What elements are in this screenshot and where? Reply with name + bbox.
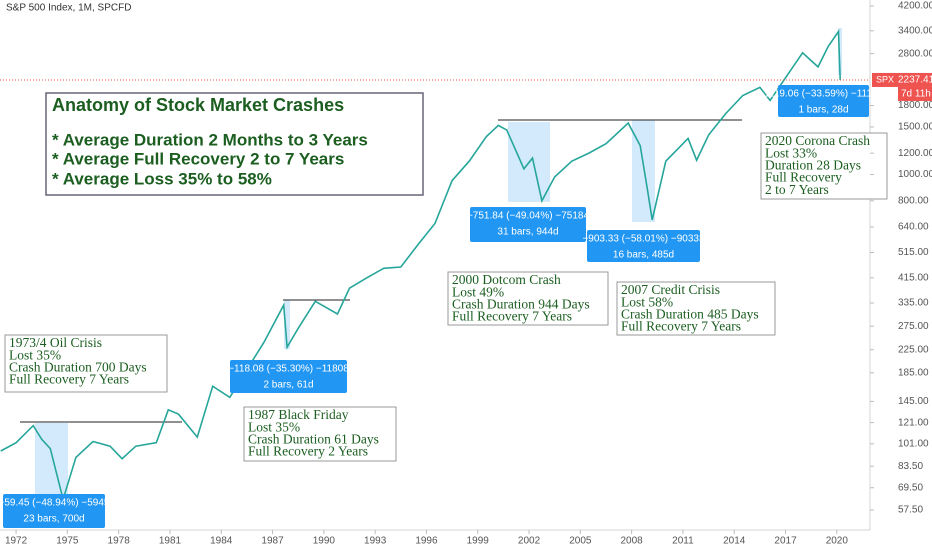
y-tick-label: 1200.00 [898, 148, 932, 159]
x-tick-label: 2002 [518, 536, 541, 547]
countdown-tag [898, 86, 932, 101]
measure-text: −59.45 (−48.94%) −5945 [0, 498, 110, 509]
measure-text: −1119.06 (−33.59%) −111906 [758, 89, 889, 100]
crash-box-line: Duration 28 Days [765, 157, 861, 172]
range [284, 300, 290, 349]
x-tick-label: 1987 [261, 536, 284, 547]
crash-box-line: Full Recovery 7 Years [452, 309, 572, 324]
main-box-line: * Average Full Recovery 2 to 7 Years [52, 149, 344, 168]
crash-box-line: Lost 49% [452, 284, 504, 299]
x-tick-label: 1978 [108, 536, 131, 547]
measure-box [587, 230, 700, 262]
y-tick-label: 415.00 [898, 272, 929, 283]
y-tick-label: 1500.00 [898, 122, 932, 133]
crash-box-line: Full Recovery [765, 170, 842, 185]
price-tag-symbol: SPX [876, 74, 894, 84]
x-tick-label: 1972 [5, 536, 28, 547]
y-tick-label: 225.00 [898, 344, 929, 355]
annotations: Anatomy of Stock Market Crashes * Average… [0, 85, 889, 528]
x-tick-label: 1996 [415, 536, 438, 547]
x-tick-label: 1975 [56, 536, 79, 547]
crash-box-line: 2020 Corona Crash [765, 133, 870, 148]
y-tick-label: 275.00 [898, 321, 929, 332]
crash-box [243, 406, 397, 462]
crash-box-line: Crash Duration 61 Days [248, 431, 379, 446]
measure-text: 1 bars, 28d [798, 105, 848, 116]
x-tick-label: 2017 [774, 536, 797, 547]
x-tick-label: 1984 [210, 536, 233, 547]
measure-box [470, 207, 586, 242]
crash-box-line: Full Recovery 2 Years [248, 444, 368, 459]
y-tick-label: 640.00 [898, 222, 929, 233]
range [35, 423, 68, 494]
measure-box [778, 85, 869, 117]
measure-text: 2 bars, 61d [263, 380, 313, 391]
crash-box-line: 2 to 7 Years [765, 182, 829, 197]
x-tick-label: 2014 [723, 536, 746, 547]
measure-text: −903.33 (−58.01%) −90333 [582, 234, 704, 245]
y-tick-label: 69.50 [898, 482, 923, 493]
y-tick-label: 800.00 [898, 195, 929, 206]
y-tick-label: 515.00 [898, 247, 929, 258]
y-tick-label: 3400.00 [898, 25, 932, 36]
measure-text: −751.84 (−49.04%) −75184 [467, 211, 589, 222]
y-tick-label: 2800.00 [898, 48, 932, 59]
crash-box-line: 2007 Credit Crisis [621, 282, 720, 297]
crash-box-line: 2000 Dotcom Crash [452, 272, 561, 287]
countdown: 7d 11h [901, 89, 931, 100]
measure-text: 23 bars, 700d [23, 514, 84, 525]
measure-text: 31 bars, 944d [497, 227, 558, 238]
crash-box-line: Lost 35% [248, 419, 300, 434]
main-box-title: Anatomy of Stock Market Crashes [52, 95, 344, 115]
x-tick-label: 2008 [621, 536, 644, 547]
y-tick-label: 101.00 [898, 438, 929, 449]
crash-box-line: 1973/4 Oil Crisis [9, 335, 102, 350]
y-tick-label: 83.50 [898, 461, 923, 472]
crash-box-line: Lost 35% [9, 347, 61, 362]
resistance-lines [20, 119, 742, 423]
crash-box-line: Crash Duration 485 Days [621, 306, 759, 321]
price-tag-value: 2237.41 [898, 75, 932, 86]
x-tick-label: 1981 [159, 536, 182, 547]
x-tick-label: 2020 [826, 536, 849, 547]
x-tick-label: 1993 [364, 536, 387, 547]
price-line [0, 29, 841, 503]
chart-title: S&P 500 Index, 1M, SPCFD [6, 3, 131, 14]
x-tick-label: 2011 [672, 536, 694, 547]
crash-box-line: Lost 58% [621, 294, 673, 309]
x-tick-label: 1999 [467, 536, 490, 547]
y-tick-label: 185.00 [898, 367, 929, 378]
crash-box [760, 132, 888, 200]
main-box-line: * Average Duration 2 Months to 3 Years [52, 130, 368, 149]
crash-box-line: 1987 Black Friday [248, 407, 349, 422]
y-tick-label: 145.00 [898, 396, 929, 407]
measure-text: 16 bars, 485d [613, 250, 674, 261]
crash-box-line: Crash Duration 700 Days [9, 359, 147, 374]
crash-box [4, 334, 168, 393]
main-box-line: * Average Loss 35% to 58% [52, 169, 272, 188]
y-tick-label: 121.00 [898, 417, 929, 428]
y-tick-label: 4200.00 [898, 1, 932, 12]
x-tick-label: 2005 [569, 536, 592, 547]
measure-box [3, 494, 105, 528]
crash-box [616, 281, 776, 336]
crash-box-line: Full Recovery 7 Years [9, 372, 129, 387]
crash-box-line: Lost 33% [765, 145, 817, 160]
measure-text: −118.08 (−35.30%) −11808 [228, 364, 349, 375]
measure-box [230, 360, 347, 393]
crash-box-line: Crash Duration 944 Days [452, 296, 590, 311]
main-box [45, 92, 424, 196]
plot: 1972 1975 1978 1981 1984 1987 1990 1993 1996 1999… [0, 29, 849, 547]
x-tick-label: 1990 [313, 536, 336, 547]
price-tag [872, 72, 932, 87]
crash-box [447, 271, 609, 326]
y-tick-label: 1000.00 [898, 169, 932, 180]
y-tick-label: 1800.00 [898, 100, 932, 111]
crash-box-line: Full Recovery 7 Years [621, 319, 741, 334]
y-tick-label: 335.00 [898, 298, 929, 309]
y-tick-label: 57.50 [898, 505, 923, 516]
